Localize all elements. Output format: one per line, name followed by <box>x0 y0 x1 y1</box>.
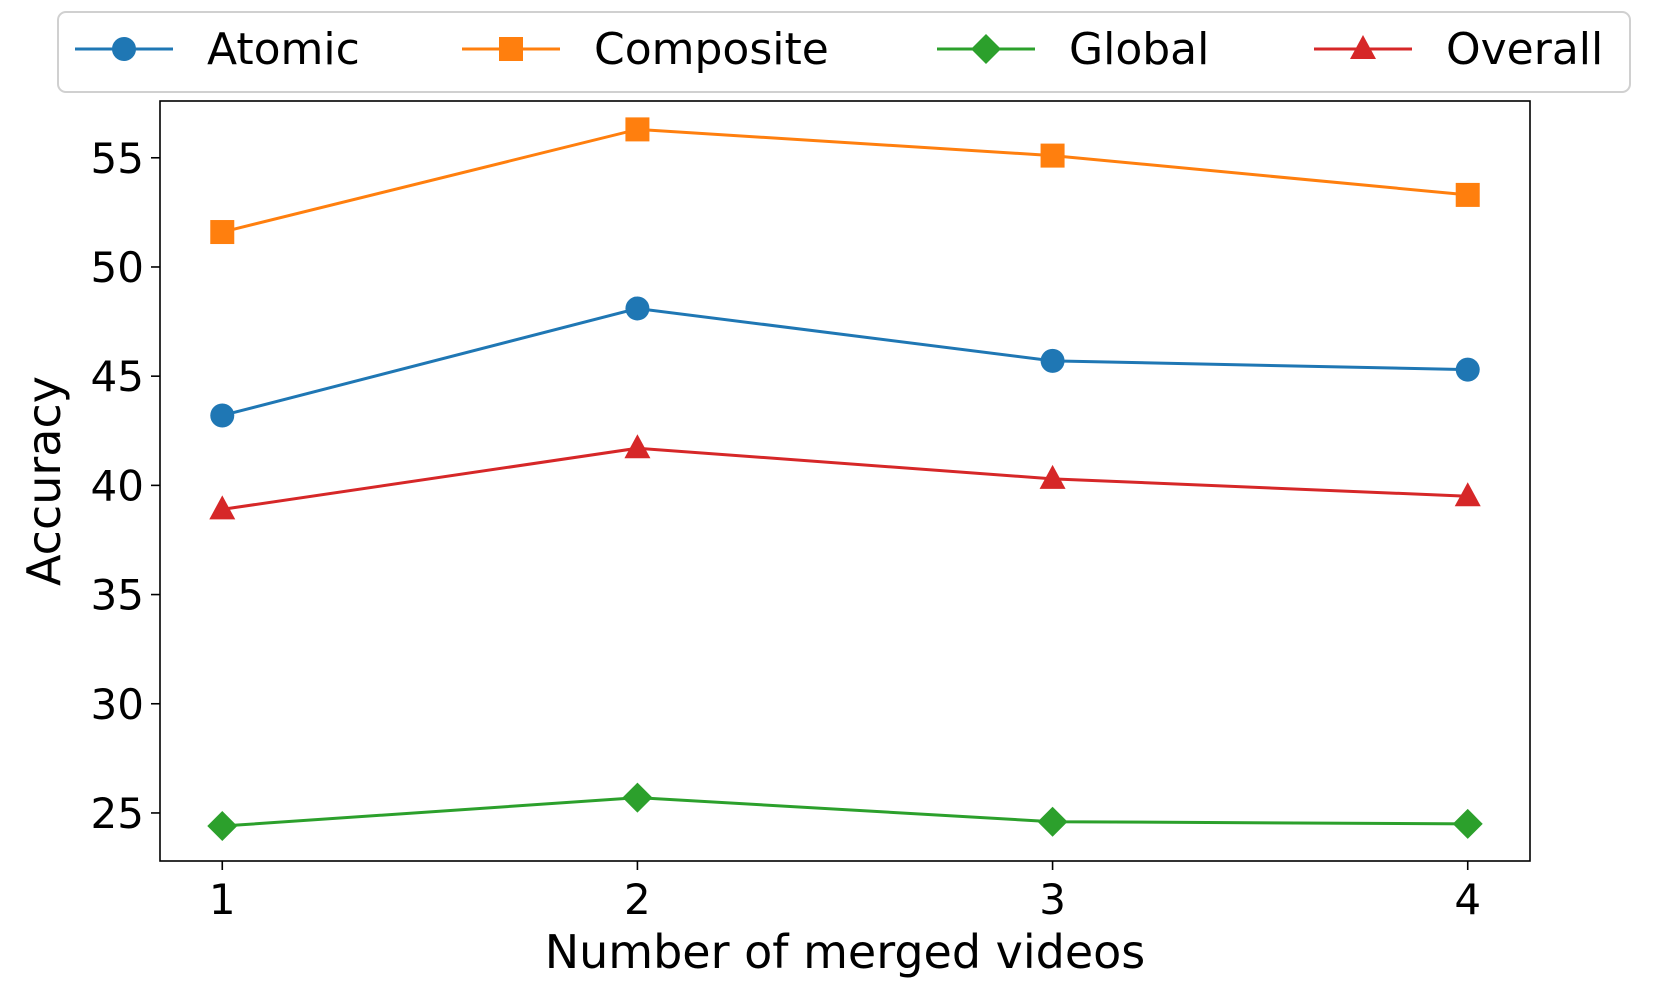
series-global-point <box>1452 808 1483 839</box>
y-tick-label: 50 <box>91 243 144 292</box>
series-global-line <box>222 796 1468 828</box>
x-tick-label: 1 <box>209 875 236 924</box>
legend-overall-label: Overall <box>1446 24 1603 75</box>
legend-atomic-marker <box>112 37 136 61</box>
y-tick-label: 35 <box>91 571 144 620</box>
series-composite-point <box>1455 182 1480 207</box>
series-composite-point <box>210 220 235 245</box>
y-tick-label: 55 <box>91 134 144 183</box>
legend-item-composite: Composite <box>462 24 829 75</box>
series-atomic-point <box>625 296 650 321</box>
series-global-point <box>207 811 238 842</box>
x-tick-label: 2 <box>624 875 651 924</box>
y-axis-label: Accuracy <box>17 376 71 586</box>
series-atomic-line <box>221 306 1468 417</box>
y-tick-label: 30 <box>91 680 144 729</box>
series-global-point <box>1037 806 1068 837</box>
legend-atomic-label: Atomic <box>207 24 360 75</box>
x-tick-label: 4 <box>1454 875 1481 924</box>
series-layer <box>207 117 1483 842</box>
legend-global-label: Global <box>1069 24 1209 75</box>
series-overall-line <box>222 446 1468 511</box>
y-tick-label: 40 <box>91 461 144 510</box>
series-global-point <box>622 782 653 813</box>
series-atomic-point <box>1455 357 1480 382</box>
series-overall-point <box>1454 482 1481 507</box>
series-atomic-point <box>1040 348 1065 373</box>
series-atomic-point <box>210 403 235 428</box>
series-atomic <box>210 296 1480 428</box>
legend-overall-marker <box>1350 35 1376 59</box>
series-global <box>207 782 1483 842</box>
series-overall-point <box>1039 464 1066 489</box>
series-composite <box>210 117 1480 245</box>
x-axis: 1 2 3 4 <box>209 861 1481 924</box>
series-composite-point <box>1040 143 1065 168</box>
y-tick-label: 25 <box>91 789 144 838</box>
series-overall <box>209 434 1481 520</box>
series-overall-point <box>624 434 651 459</box>
y-tick-label: 45 <box>91 352 144 401</box>
legend-item-atomic: Atomic <box>75 24 360 75</box>
series-overall-point <box>209 495 236 520</box>
legend-item-overall: Overall <box>1314 24 1603 75</box>
x-axis-label: Number of merged videos <box>545 925 1146 979</box>
legend-box <box>57 11 1631 93</box>
legend-global-marker <box>971 34 1001 64</box>
y-axis: 25 30 35 40 45 50 55 <box>91 134 160 838</box>
series-composite-line <box>221 127 1468 234</box>
plot-area-frame <box>159 100 1531 862</box>
legend-composite-marker <box>499 37 523 61</box>
legend-item-global: Global <box>937 24 1209 75</box>
series-composite-point <box>625 117 650 142</box>
legend-composite-label: Composite <box>594 24 829 75</box>
legend: Atomic Composite Global Overall <box>57 11 1631 93</box>
x-tick-label: 3 <box>1039 875 1066 924</box>
